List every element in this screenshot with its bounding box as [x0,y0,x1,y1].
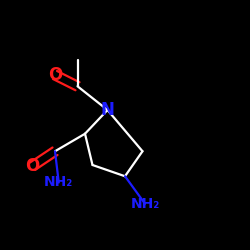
Text: O: O [48,66,62,84]
Text: NH₂: NH₂ [130,197,160,211]
Text: N: N [100,101,114,119]
Text: NH₂: NH₂ [44,176,74,190]
Text: O: O [26,157,40,175]
